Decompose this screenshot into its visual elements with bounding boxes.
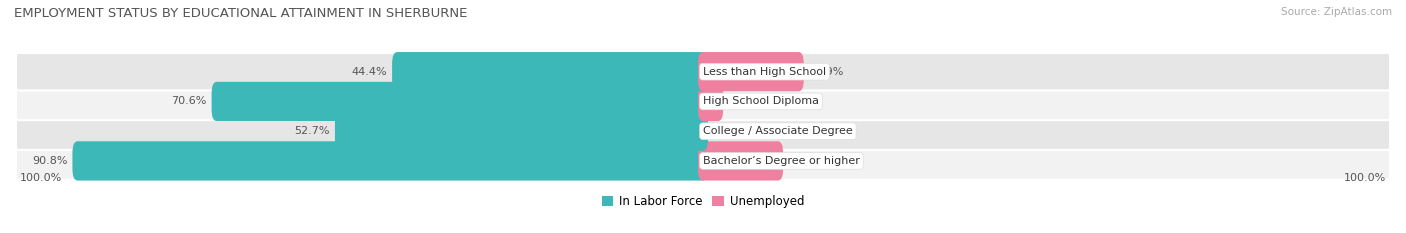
Text: 100.0%: 100.0% [20,173,63,183]
Text: Bachelor’s Degree or higher: Bachelor’s Degree or higher [703,156,860,166]
FancyBboxPatch shape [15,83,1391,120]
FancyBboxPatch shape [697,141,783,181]
Text: 2.2%: 2.2% [728,96,756,106]
FancyBboxPatch shape [335,112,709,151]
FancyBboxPatch shape [697,52,804,91]
Text: 52.7%: 52.7% [294,126,330,136]
FancyBboxPatch shape [15,53,1391,90]
FancyBboxPatch shape [697,82,723,121]
FancyBboxPatch shape [392,52,709,91]
FancyBboxPatch shape [73,141,709,181]
Text: Less than High School: Less than High School [703,67,827,77]
Legend: In Labor Force, Unemployed: In Labor Force, Unemployed [599,193,807,211]
Text: 10.9%: 10.9% [789,156,824,166]
Text: EMPLOYMENT STATUS BY EDUCATIONAL ATTAINMENT IN SHERBURNE: EMPLOYMENT STATUS BY EDUCATIONAL ATTAINM… [14,7,467,20]
Text: 13.9%: 13.9% [808,67,844,77]
Text: High School Diploma: High School Diploma [703,96,820,106]
Text: College / Associate Degree: College / Associate Degree [703,126,853,136]
Text: 70.6%: 70.6% [172,96,207,106]
Text: 44.4%: 44.4% [352,67,387,77]
Text: Source: ZipAtlas.com: Source: ZipAtlas.com [1281,7,1392,17]
Text: 0.0%: 0.0% [721,126,749,136]
FancyBboxPatch shape [211,82,709,121]
FancyBboxPatch shape [15,113,1391,150]
Text: 100.0%: 100.0% [1343,173,1386,183]
Text: 90.8%: 90.8% [32,156,67,166]
FancyBboxPatch shape [15,142,1391,180]
